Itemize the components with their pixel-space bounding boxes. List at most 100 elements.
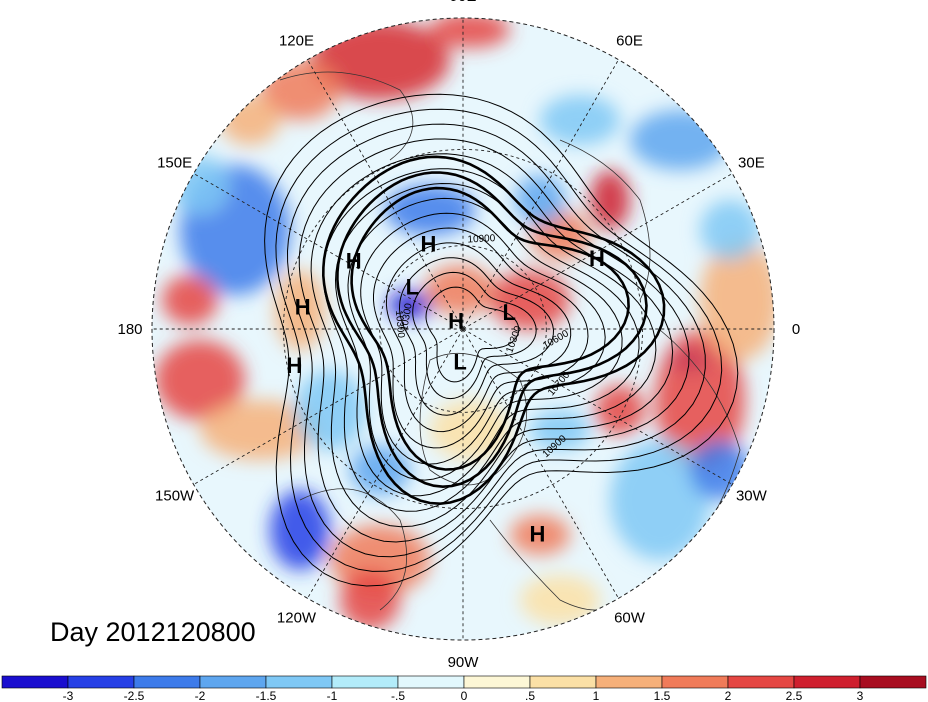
meridian-line xyxy=(463,328,733,485)
anomaly-blob xyxy=(530,410,590,450)
height-contour xyxy=(385,242,572,433)
colorbar-swatch xyxy=(265,675,333,689)
longitude-label: 90E xyxy=(450,0,477,5)
colorbar-swatch xyxy=(595,675,663,689)
contour-label: 10300 xyxy=(393,310,406,339)
latitude-circle xyxy=(282,148,644,510)
colorbar-swatch xyxy=(529,675,597,689)
anomaly-blob xyxy=(275,270,325,350)
meridian-line xyxy=(307,59,464,329)
colorbar-swatch xyxy=(463,675,531,689)
longitude-label: 120E xyxy=(279,33,314,50)
high-pressure-label: H xyxy=(346,249,362,274)
colorbar-swatch xyxy=(199,675,267,689)
anomaly-blob xyxy=(385,185,475,235)
height-contour xyxy=(360,212,606,465)
map-disk xyxy=(152,18,774,640)
contour-label: 10300 xyxy=(399,302,415,332)
graticule xyxy=(152,18,774,640)
height-contour xyxy=(373,227,589,449)
height-contour xyxy=(398,257,555,416)
colorbar-tick-label: 3 xyxy=(857,689,864,702)
colorbar-swatch xyxy=(67,675,135,689)
height-contour xyxy=(347,197,623,481)
anomaly-blob xyxy=(515,175,565,225)
anomaly-blob xyxy=(388,291,432,319)
longitude-label: 0 xyxy=(792,321,800,338)
colorbar-swatch xyxy=(331,675,399,689)
colorbar-tick-label: 0 xyxy=(461,689,468,702)
longitude-label: 30W xyxy=(736,488,768,505)
colorbar-tick-label: 2 xyxy=(725,689,732,702)
jet-contour xyxy=(350,186,630,471)
meridian-line xyxy=(193,173,463,330)
low-pressure-label: L xyxy=(503,300,516,325)
meridian-line xyxy=(463,173,733,330)
colorbar-tick-label: -.5 xyxy=(391,689,405,702)
anomaly-blob xyxy=(590,170,630,230)
anomaly-blob xyxy=(655,330,745,470)
height-contour xyxy=(322,168,657,512)
longitude-label: 150W xyxy=(155,488,195,505)
height-contour xyxy=(298,138,690,543)
meridian-line xyxy=(193,328,463,485)
colorbar-swatch xyxy=(133,675,201,689)
colorbar-tick-label: -1 xyxy=(327,689,338,702)
map-title: Day 2012120800 xyxy=(50,617,256,647)
high-pressure-label: H xyxy=(448,309,464,334)
height-contour xyxy=(412,271,537,400)
longitude-labels: 90E 60E 30E 0 30W 60W 90W 120W 150W 180 150E 120E xyxy=(117,0,800,671)
colorbar: -3 -2.5 -2 -1.5 -1 -.5 0 .5 1 1.5 2 2.5 3 xyxy=(1,675,927,702)
anomaly-blob xyxy=(295,370,365,450)
colorbar-tick-label: 1 xyxy=(593,689,600,702)
colorbar-tick-label: 2.5 xyxy=(786,689,803,702)
coastline xyxy=(559,139,651,301)
contour-label: 10900 xyxy=(467,233,496,245)
coastline xyxy=(299,488,408,611)
colorbar-tick-label: -2 xyxy=(195,689,206,702)
anomaly-blob xyxy=(162,275,218,325)
anomaly-blob xyxy=(155,340,245,420)
meridian-line xyxy=(462,329,619,599)
map-boundary xyxy=(151,17,775,641)
colorbar-swatch xyxy=(727,675,795,689)
anomaly-blob xyxy=(425,265,495,315)
anomaly-blob xyxy=(540,95,620,145)
colorbar-swatch xyxy=(859,675,927,689)
high-pressure-label: H xyxy=(295,294,311,319)
high-pressure-label: H xyxy=(421,232,437,257)
high-pressure-label: H xyxy=(589,246,605,271)
anomaly-blob xyxy=(630,110,730,170)
anomaly-blob xyxy=(700,200,760,260)
longitude-label: 150E xyxy=(157,155,192,172)
anomaly-blob xyxy=(200,400,320,460)
low-pressure-label: L xyxy=(453,350,466,375)
colorbar-tick-label: -2.5 xyxy=(124,689,145,702)
high-pressure-label: H xyxy=(530,522,546,547)
low-pressure-label: L xyxy=(406,275,419,300)
latitude-circle xyxy=(379,245,547,413)
longitude-label: 120W xyxy=(277,609,317,626)
colorbar-swatch xyxy=(661,675,729,689)
longitude-label: 90W xyxy=(448,654,480,671)
colorbar-tick-label: -1.5 xyxy=(256,689,277,702)
colorbar-tick-label: 1.5 xyxy=(654,689,671,702)
anomaly-blob xyxy=(700,240,774,360)
colorbar-swatch xyxy=(793,675,861,689)
colorbar-tick-label: .5 xyxy=(525,689,535,702)
longitude-label: 30E xyxy=(738,155,765,172)
colorbar-swatch xyxy=(397,675,465,689)
height-contour xyxy=(286,123,706,558)
anomaly-blob xyxy=(220,95,280,145)
height-contour xyxy=(425,286,520,383)
height-contour xyxy=(334,182,640,497)
height-contour xyxy=(275,108,723,572)
meridian-line xyxy=(307,329,464,599)
height-contour xyxy=(310,153,674,528)
anomaly-blob xyxy=(595,385,645,435)
height-contours xyxy=(264,93,739,587)
colorbar-swatch xyxy=(1,675,69,689)
meridian-line xyxy=(462,59,619,329)
jet-contours xyxy=(321,155,666,506)
